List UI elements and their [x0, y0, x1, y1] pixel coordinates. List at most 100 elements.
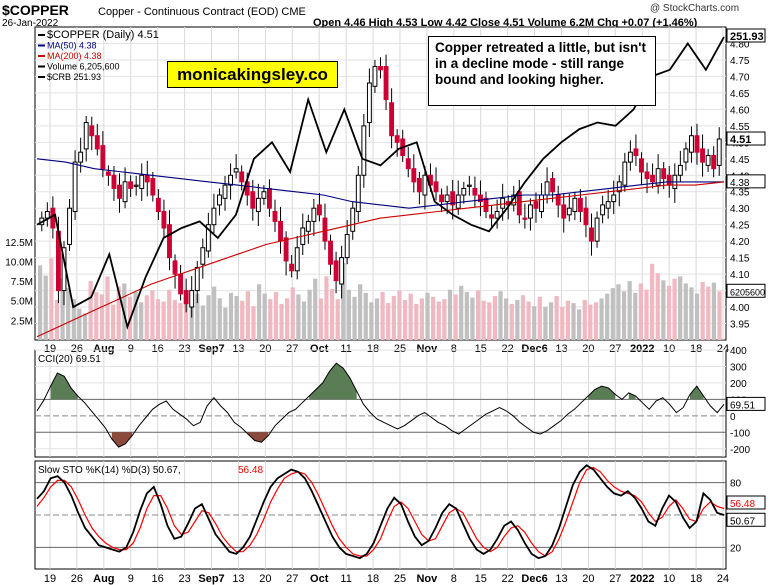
candle-body [383, 66, 389, 100]
candle-body [122, 181, 128, 203]
volume-bar [610, 288, 615, 340]
volume-bar [571, 303, 576, 340]
candle-body [550, 178, 556, 193]
volume-bar [487, 302, 492, 340]
candle-body [439, 194, 445, 203]
x-tick-label: 16 [152, 573, 164, 585]
volume-bar [700, 281, 705, 340]
x-tick-label: 27 [609, 573, 621, 585]
volume-bar [666, 285, 672, 340]
candle-body [261, 191, 267, 199]
candle-body [583, 207, 589, 226]
candle-body [611, 194, 617, 203]
candle-body [689, 135, 694, 153]
candle-body [294, 247, 300, 272]
volume-bar [419, 298, 425, 340]
x-tick-label: 10 [663, 343, 675, 355]
sto-k-value-label-box [726, 512, 766, 527]
candle-body [561, 204, 567, 219]
candle-body [194, 267, 200, 292]
volume-bar [296, 294, 301, 340]
candle-body [128, 181, 134, 189]
y-tick-label: 4.20 [730, 237, 750, 248]
candle-body [711, 154, 717, 170]
y-tick-label: 4.70 [730, 72, 750, 83]
candle-body [44, 211, 50, 219]
x-tick-label: 11 [340, 343, 351, 355]
volume-bar [94, 292, 99, 340]
volume-bar [116, 286, 121, 340]
ohlc-summary: Open 4.46 High 4.53 Low 4.42 Close 4.51 … [313, 17, 698, 29]
volume-bar [537, 296, 542, 340]
chart-date: 26-Jan-2022 [2, 18, 59, 29]
volume-bar [88, 281, 93, 340]
volume-bar [464, 292, 469, 340]
candle-body [283, 237, 289, 262]
volume-bar [526, 301, 531, 340]
candle-body [311, 207, 317, 222]
ma200-line [36, 181, 725, 338]
volume-bar [661, 280, 666, 340]
candle-body [133, 184, 139, 187]
cci-value-label: 69.51 [730, 400, 755, 411]
x-tick-label: 25 [394, 343, 406, 355]
volume-bar [577, 309, 582, 340]
x-tick-label: 23 [178, 343, 190, 355]
y-tick-label: 4.30 [730, 204, 750, 215]
y-tick-label: 4.45 [730, 155, 750, 166]
volume-bar [599, 298, 604, 340]
annotation-box: Copper retreated a little, but isn't in … [428, 36, 656, 106]
candle-body [639, 158, 644, 173]
x-tick-label: 22 [502, 573, 514, 585]
last-price-label: 4.51 [730, 134, 751, 146]
sto-d-line [36, 466, 725, 557]
candle-body [144, 174, 150, 183]
volume-bar [453, 294, 458, 340]
volume-bar [268, 299, 273, 340]
candle-body [472, 187, 478, 196]
volume-bar [234, 296, 239, 340]
volume-bar [621, 291, 627, 340]
volume-bar [256, 284, 262, 340]
volume-bar [694, 293, 700, 340]
volume-bar [155, 299, 161, 340]
x-tick-label: 15 [475, 573, 487, 585]
volume-bar [38, 265, 43, 340]
candle-body [239, 171, 245, 183]
candle-body [483, 197, 489, 213]
candle-body [589, 227, 594, 242]
candle-body [650, 174, 656, 183]
candle-body [700, 148, 706, 163]
volume-bar [414, 303, 419, 340]
x-tick-label: 18 [367, 573, 379, 585]
x-tick-label: 23 [178, 573, 190, 585]
x-tick-label: 15 [475, 343, 487, 355]
cci-tick-label: 0 [730, 412, 736, 423]
candle-body [633, 148, 639, 156]
candle-body [305, 220, 311, 232]
volume-bar [245, 291, 250, 340]
volume-bar [49, 258, 54, 340]
volume-bar [279, 303, 284, 340]
volume-bar [262, 293, 267, 340]
x-tick-label: 13 [232, 573, 244, 585]
candle-body [316, 204, 322, 216]
sto-k-line [36, 464, 725, 560]
volume-bar [195, 293, 200, 340]
x-tick-label: Dec6 [521, 343, 547, 355]
volume-bar [380, 292, 385, 340]
volume-bar [431, 296, 436, 340]
candle-body [405, 158, 411, 170]
candle-body [266, 187, 272, 209]
candle-body [577, 197, 583, 213]
cci-line [36, 362, 725, 448]
volume-bar [565, 300, 571, 340]
sto-d-value-label: 56.48 [730, 499, 755, 510]
volume-value-label-box [726, 283, 766, 298]
candle-body [72, 161, 78, 213]
x-tick-label: 8 [451, 343, 457, 355]
volume-bar [240, 300, 245, 340]
volume-bar [470, 297, 475, 340]
candle-body [494, 211, 500, 219]
candle-body [594, 217, 600, 242]
